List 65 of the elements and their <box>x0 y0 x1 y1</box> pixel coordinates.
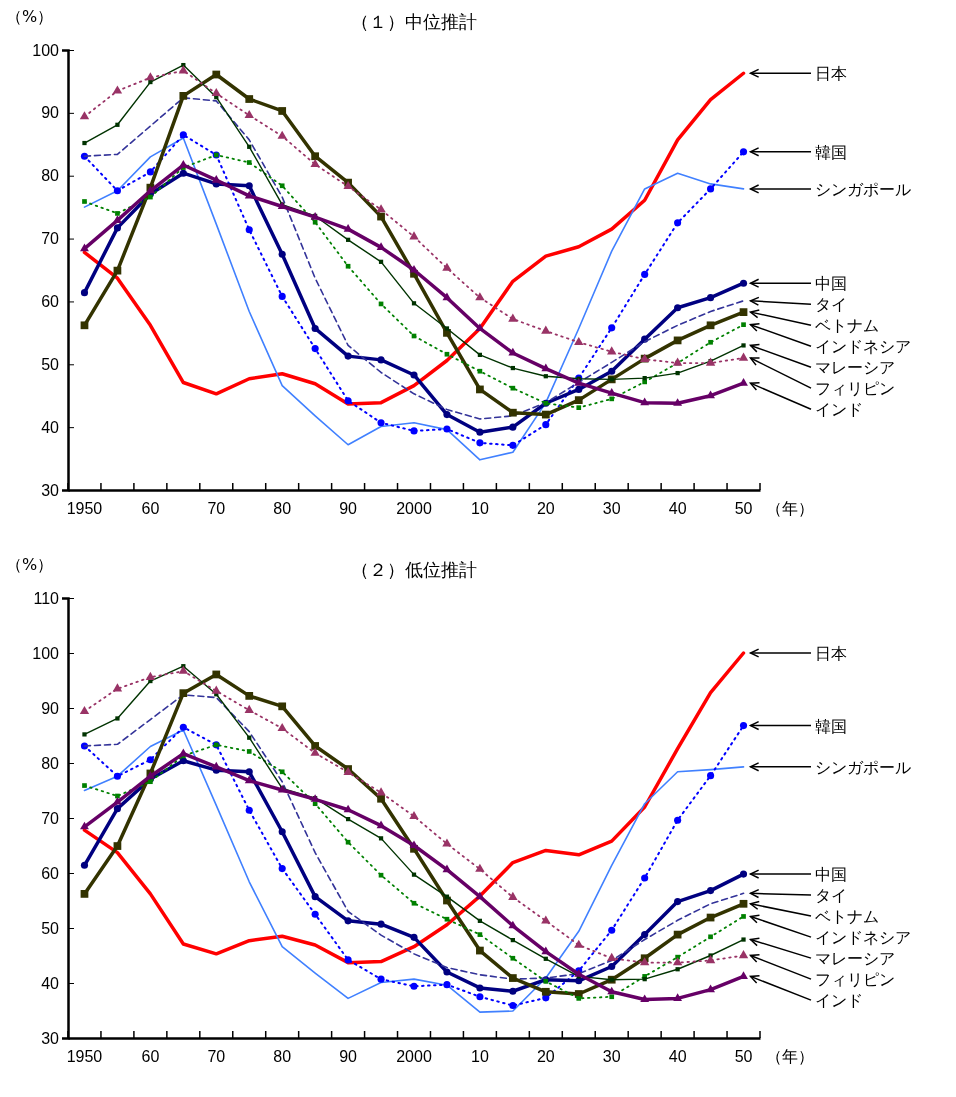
x-tick-label: 70 <box>207 499 226 517</box>
text: フィリピン <box>815 379 895 399</box>
text: タイ <box>815 295 847 315</box>
x-tick-label: 1950 <box>66 499 103 517</box>
x-tick-label: 2000 <box>396 499 432 517</box>
x-tick-label: 90 <box>339 1047 358 1065</box>
text: インド <box>815 400 863 420</box>
x-tick-label: 70 <box>207 1047 226 1065</box>
y-tick-label: 90 <box>41 699 60 717</box>
x-tick-label: 50 <box>734 1047 753 1065</box>
x-tick-label: 40 <box>668 499 687 517</box>
x-tick-label: 20 <box>536 499 555 517</box>
x-tick-label: 30 <box>602 1047 621 1065</box>
y-axis-title: （%） <box>6 555 54 574</box>
y-tick-label: 80 <box>41 167 60 185</box>
y-tick-label: 110 <box>33 589 60 607</box>
text: ベトナム <box>815 316 879 336</box>
y-tick-label: 50 <box>41 355 60 373</box>
text: マレーシア <box>815 949 895 969</box>
x-tick-label: 30 <box>602 499 621 517</box>
text: 日本 <box>815 64 847 84</box>
y-tick-label: 30 <box>41 1029 60 1047</box>
x-tick-label: 90 <box>339 499 358 517</box>
text: シンガポール <box>815 179 911 199</box>
text: インドネシア <box>815 337 911 357</box>
text: シンガポール <box>815 757 911 777</box>
x-tick-label: 1950 <box>66 1047 103 1065</box>
x-tick-label: 60 <box>141 499 160 517</box>
text: 韓国 <box>815 716 847 736</box>
y-tick-label: 90 <box>41 104 60 122</box>
x-tick-label: 50 <box>734 499 753 517</box>
x-tick-label: 2000 <box>396 1047 432 1065</box>
x-tick-label: 60 <box>141 1047 160 1065</box>
y-tick-label: 40 <box>41 974 60 992</box>
x-tick-label: 10 <box>471 1047 489 1065</box>
chart-title: （２）低位推計 <box>351 559 477 580</box>
y-tick-label: 70 <box>41 809 60 827</box>
text: フィリピン <box>815 970 895 990</box>
x-tick-label: 80 <box>273 499 292 517</box>
x-axis-title: （年） <box>766 1047 814 1066</box>
y-tick-label: 60 <box>41 293 60 311</box>
y-tick-label: 80 <box>41 754 60 772</box>
y-tick-label: 100 <box>32 644 60 662</box>
y-tick-label: 60 <box>41 864 60 882</box>
y-axis-title: （%） <box>6 7 54 26</box>
y-tick-label: 70 <box>41 230 60 248</box>
text: 中国 <box>815 274 847 294</box>
text: 中国 <box>815 865 847 885</box>
x-tick-label: 10 <box>471 499 489 517</box>
x-axis-title: （年） <box>766 499 814 518</box>
text: インド <box>815 991 863 1011</box>
text: 日本 <box>815 644 847 663</box>
text: インドネシア <box>815 928 911 948</box>
text: ベトナム <box>815 907 879 927</box>
x-tick-label: 40 <box>668 1047 687 1065</box>
text: 韓国 <box>815 142 847 162</box>
chart-title: （１）中位推計 <box>351 11 477 32</box>
x-tick-label: 20 <box>536 1047 555 1065</box>
text: マレーシア <box>815 358 895 378</box>
x-tick-label: 80 <box>273 1047 292 1065</box>
text: タイ <box>815 886 847 906</box>
y-tick-label: 50 <box>41 919 60 937</box>
y-tick-label: 100 <box>32 41 60 59</box>
y-tick-label: 30 <box>41 481 60 499</box>
y-tick-label: 40 <box>41 418 60 436</box>
